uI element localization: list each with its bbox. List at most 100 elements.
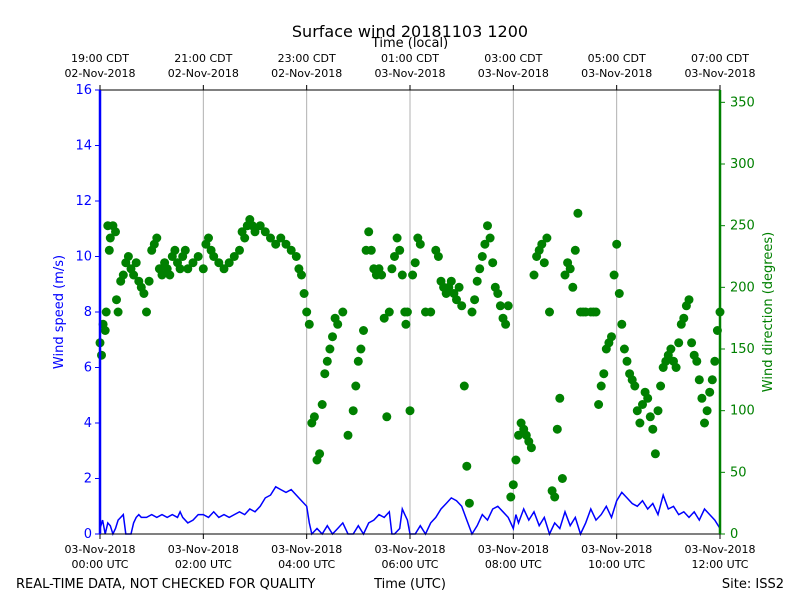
bottom-tick-date: 03-Nov-2018 xyxy=(374,543,445,556)
wind-direction-point xyxy=(351,381,361,391)
x-axis-label: Time (UTC) xyxy=(373,577,446,592)
wind-direction-point xyxy=(552,424,562,434)
wind-direction-point xyxy=(129,270,139,280)
wind-direction-point xyxy=(395,245,405,255)
wind-direction-point xyxy=(495,301,505,311)
wind-direction-point xyxy=(503,301,513,311)
wind-direction-point xyxy=(112,295,121,305)
bottom-tick-time: 00:00 UTC xyxy=(71,558,128,571)
bottom-tick-time: 12:00 UTC xyxy=(691,558,748,571)
wind-direction-point xyxy=(692,356,702,366)
right-tick-label: 350 xyxy=(730,95,755,110)
right-axis-label: Wind direction (degrees) xyxy=(761,232,776,392)
wind-direction-point xyxy=(550,492,560,502)
right-tick-label: 200 xyxy=(730,280,755,295)
wind-direction-point xyxy=(152,233,162,243)
wind-direction-point xyxy=(235,245,244,255)
wind-direction-point xyxy=(545,307,554,317)
wind-direction-point xyxy=(240,233,250,243)
wind-direction-point xyxy=(123,252,133,261)
wind-direction-point xyxy=(612,239,622,249)
wind-direction-point xyxy=(260,227,270,237)
wind-direction-point xyxy=(485,233,495,243)
wind-direction-point xyxy=(188,258,198,268)
wind-direction-point xyxy=(464,498,474,508)
top-axis-label: Time (local) xyxy=(371,36,448,51)
bottom-tick-date: 03-Nov-2018 xyxy=(581,543,652,556)
wind-direction-point xyxy=(622,356,632,366)
wind-direction-point xyxy=(401,319,411,329)
wind-direction-point xyxy=(493,289,503,298)
top-tick-time: 03:00 CDT xyxy=(484,52,542,65)
wind-direction-point xyxy=(632,406,642,416)
wind-direction-point xyxy=(338,307,348,317)
bottom-tick-time: 10:00 UTC xyxy=(588,558,645,571)
wind-direction-point xyxy=(705,387,715,397)
top-tick-date: 03-Nov-2018 xyxy=(581,67,652,80)
wind-direction-point xyxy=(560,270,570,280)
top-tick-time: 07:00 CDT xyxy=(691,52,749,65)
wind-direction-point xyxy=(446,276,456,286)
wind-direction-point xyxy=(645,412,655,422)
wind-direction-point xyxy=(638,400,647,409)
wind-direction-point xyxy=(325,344,335,354)
wind-direction-point xyxy=(281,239,291,249)
wind-direction-point xyxy=(648,424,658,434)
bottom-tick-time: 08:00 UTC xyxy=(485,558,542,571)
top-tick-date: 03-Nov-2018 xyxy=(478,67,549,80)
wind-direction-point xyxy=(356,344,366,354)
wind-direction-point xyxy=(100,326,110,335)
wind-direction-point xyxy=(165,270,175,280)
wind-direction-point xyxy=(113,307,123,317)
bottom-tick-date: 03-Nov-2018 xyxy=(478,543,549,556)
top-tick-date: 02-Nov-2018 xyxy=(168,67,239,80)
top-tick-date: 03-Nov-2018 xyxy=(684,67,755,80)
wind-direction-point xyxy=(508,480,518,490)
wind-direction-point xyxy=(472,276,482,286)
top-tick-date: 02-Nov-2018 xyxy=(64,67,135,80)
wind-direction-point xyxy=(700,418,709,428)
wind-direction-point xyxy=(475,264,485,274)
bottom-tick-date: 03-Nov-2018 xyxy=(168,543,239,556)
wind-direction-point xyxy=(297,270,306,280)
bottom-tick-date: 03-Nov-2018 xyxy=(684,543,755,556)
wind-direction-point xyxy=(687,338,697,348)
wind-direction-point xyxy=(607,332,616,342)
wind-direction-point xyxy=(397,270,407,280)
wind-direction-point xyxy=(467,307,477,317)
wind-direction-point xyxy=(514,430,523,440)
wind-direction-point xyxy=(656,381,666,391)
wind-direction-point xyxy=(250,227,260,237)
wind-direction-point xyxy=(679,313,689,323)
wind-direction-point xyxy=(483,221,492,231)
wind-direction-point xyxy=(570,245,580,255)
wind-direction-point xyxy=(614,289,624,298)
wind-direction-point xyxy=(617,319,627,329)
right-tick-label: 100 xyxy=(730,404,755,419)
top-tick-date: 03-Nov-2018 xyxy=(374,67,445,80)
wind-direction-point xyxy=(353,356,363,366)
right-axis-ticks: 0 50 100 150 200 250 300 350 xyxy=(720,95,755,542)
wind-direction-point xyxy=(666,344,676,354)
wind-direction-point xyxy=(214,258,224,268)
left-tick-label: 12 xyxy=(75,194,92,209)
wind-direction-point xyxy=(328,332,337,342)
wind-direction-point xyxy=(387,264,397,274)
wind-direction-point xyxy=(142,307,151,317)
wind-direction-point xyxy=(591,307,601,317)
wind-direction-point xyxy=(433,252,443,261)
wind-direction-point xyxy=(710,356,720,366)
wind-direction-point xyxy=(555,393,565,403)
wind-direction-point xyxy=(198,264,208,274)
left-tick-label: 8 xyxy=(84,305,92,320)
wind-direction-point xyxy=(144,276,154,286)
left-tick-label: 0 xyxy=(84,527,92,542)
wind-direction-point xyxy=(697,393,707,403)
top-tick-time: 23:00 CDT xyxy=(278,52,336,65)
bottom-tick-time: 04:00 UTC xyxy=(278,558,335,571)
left-axis-ticks: 0 2 4 6 8 10 12 14 16 xyxy=(75,83,100,542)
bottom-axis-ticks: 03-Nov-2018 00:00 UTC 03-Nov-2018 02:00 UTC… xyxy=(64,534,756,571)
wind-direction-point xyxy=(271,239,281,249)
wind-direction-point xyxy=(364,227,374,237)
